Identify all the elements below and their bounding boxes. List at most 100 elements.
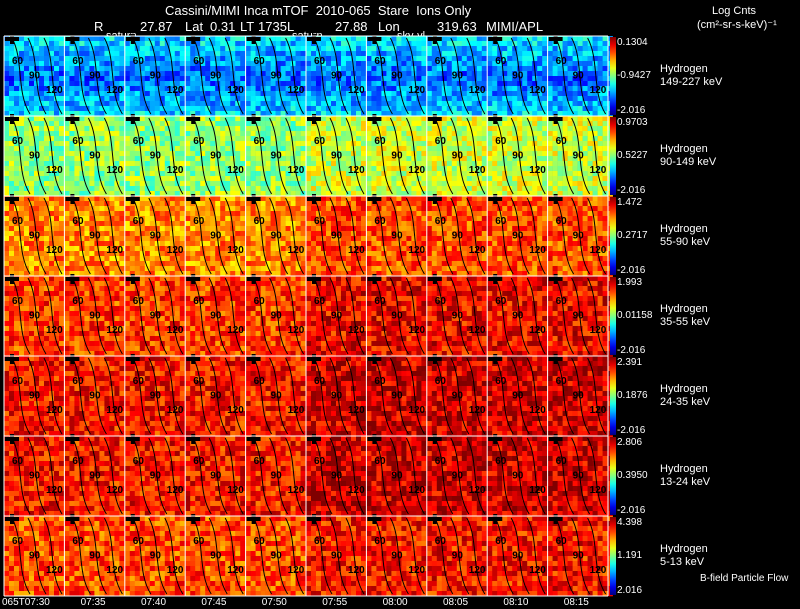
colorbar xyxy=(610,37,616,115)
contour-line xyxy=(269,37,289,115)
contour-label: 90 xyxy=(512,310,524,321)
contour-line xyxy=(27,277,47,355)
contour-line xyxy=(132,277,152,355)
cross-marker xyxy=(130,34,135,44)
contour-label: 60 xyxy=(133,56,145,67)
contour-label: 60 xyxy=(193,456,205,467)
contour-label: 60 xyxy=(254,216,266,227)
contour-label: 90 xyxy=(452,70,464,81)
contour-label: 60 xyxy=(556,56,568,67)
x-tick-label: 065T07:30 xyxy=(2,597,50,608)
contour-line xyxy=(224,37,244,115)
contour-line xyxy=(510,437,530,515)
contour-line xyxy=(450,517,470,595)
contour-label: 60 xyxy=(314,456,326,467)
contour-line xyxy=(526,517,546,595)
contour-line xyxy=(389,517,409,595)
contour-line xyxy=(132,37,152,115)
contour-label: 120 xyxy=(408,405,425,416)
contour-label: 120 xyxy=(590,85,607,96)
cross-marker xyxy=(432,354,437,364)
contour-line xyxy=(313,437,333,515)
contour-label: 90 xyxy=(29,550,41,561)
contour-line xyxy=(285,37,305,115)
contour-line xyxy=(87,37,107,115)
contour-line xyxy=(526,357,546,435)
contour-label: 90 xyxy=(391,390,403,401)
contour-line xyxy=(373,357,393,435)
contour-label: 90 xyxy=(210,390,222,401)
contour-line xyxy=(43,357,63,435)
heatmap-panel: 60 90 120 60 90 120 60 90 120 60 90 120 60 90 120 60 90 1… xyxy=(4,434,613,517)
cross-marker xyxy=(493,114,498,124)
contour-line xyxy=(253,197,273,275)
contour-label: 60 xyxy=(495,216,507,227)
contour-line xyxy=(71,437,91,515)
contour-label: 120 xyxy=(227,485,244,496)
contour-line xyxy=(269,197,289,275)
contour-line xyxy=(164,197,184,275)
colorbar xyxy=(610,517,616,595)
contour-line xyxy=(208,117,228,195)
contour-line xyxy=(389,37,409,115)
contour-line xyxy=(450,437,470,515)
contour-line xyxy=(103,357,123,435)
contour-label: 90 xyxy=(89,310,101,321)
contour-line xyxy=(148,437,168,515)
panel-energy-label: 13-24 keV xyxy=(660,476,711,488)
contour-line xyxy=(192,117,212,195)
contour-label: 120 xyxy=(167,245,184,256)
cross-marker xyxy=(493,434,498,444)
contour-line xyxy=(87,437,107,515)
contour-line xyxy=(269,437,289,515)
contour-label: 120 xyxy=(167,85,184,96)
contour-label: 90 xyxy=(150,150,162,161)
contour-label: 60 xyxy=(435,136,447,147)
contour-label: 90 xyxy=(210,310,222,321)
contour-line xyxy=(389,197,409,275)
contour-line xyxy=(164,357,184,435)
contour-label: 90 xyxy=(29,70,41,81)
cross-marker xyxy=(251,514,256,524)
contour-line xyxy=(192,517,212,595)
heatmap-panel: 60 90 120 60 90 120 60 90 120 60 90 120 60 90 120 60 90 1… xyxy=(4,514,613,597)
colorbar-value: 0.5227 xyxy=(617,150,648,161)
contour-line xyxy=(313,197,333,275)
contour-label: 120 xyxy=(106,325,123,336)
contour-label: 120 xyxy=(408,325,425,336)
colorbar-value: 2.391 xyxy=(617,357,643,368)
contour-label: 90 xyxy=(29,470,41,481)
colorbar-value: 0.1876 xyxy=(617,390,648,401)
contour-label: 90 xyxy=(573,70,585,81)
contour-label: 90 xyxy=(271,310,283,321)
lat-label: Lat xyxy=(185,19,204,34)
colorbar-value: 1.472 xyxy=(617,197,643,208)
colorbar-value: 1.191 xyxy=(617,550,643,561)
contour-label: 90 xyxy=(512,390,524,401)
cross-marker xyxy=(493,354,498,364)
panel-species-label: Hydrogen xyxy=(660,223,708,235)
colorbar xyxy=(610,117,616,195)
contour-label: 60 xyxy=(133,216,145,227)
contour-label: 120 xyxy=(529,565,546,576)
contour-label: 120 xyxy=(348,165,365,176)
contour-label: 90 xyxy=(573,390,585,401)
contour-label: 120 xyxy=(590,165,607,176)
cross-marker xyxy=(312,34,316,44)
contour-label: 60 xyxy=(254,376,266,387)
contour-line xyxy=(555,117,575,195)
cross-marker xyxy=(553,514,558,524)
contour-line xyxy=(373,117,393,195)
heatmap-panel: 60 90 120 60 90 120 60 90 120 60 90 120 60 90 120 60 90 1… xyxy=(4,274,613,357)
contour-label: 120 xyxy=(46,165,63,176)
contour-line xyxy=(164,277,184,355)
contour-label: 90 xyxy=(89,390,101,401)
cross-marker xyxy=(251,114,256,124)
cross-marker xyxy=(191,114,196,124)
contour-line xyxy=(313,357,333,435)
contour-label: 120 xyxy=(46,485,63,496)
contour-line xyxy=(103,437,123,515)
contour-line xyxy=(494,197,514,275)
x-tick-label: 08:05 xyxy=(443,597,469,608)
contour-line xyxy=(587,277,607,355)
